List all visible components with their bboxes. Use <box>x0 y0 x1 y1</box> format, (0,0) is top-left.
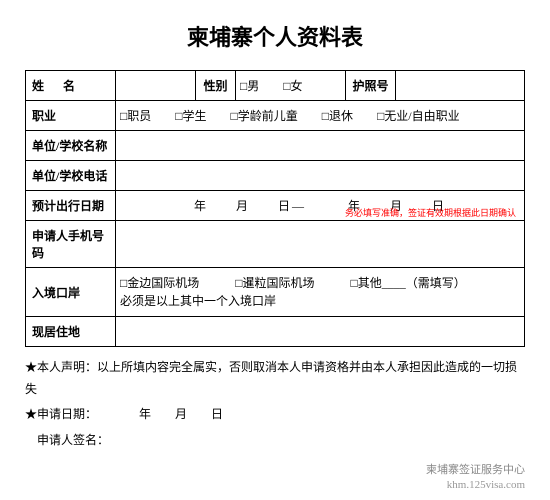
occ-none-checkbox[interactable]: □无业/自由职业 <box>377 109 460 123</box>
form-table: 姓 名 性别 □男 □女 护照号 职业 □职员 □学生 □学龄前儿童 □退休 □… <box>25 70 525 347</box>
name-field[interactable] <box>116 71 196 101</box>
phone-label: 申请人手机号码 <box>26 221 116 268</box>
occ-child-checkbox[interactable]: □学龄前儿童 <box>231 109 298 123</box>
declaration-statement: ★本人声明：以上所填内容完全属实，否则取消本人申请资格并由本人承担因此造成的一切… <box>25 357 525 400</box>
footer-watermark: 柬埔寨签证服务中心 khm.125visa.com <box>426 463 525 492</box>
unit-name-label: 单位/学校名称 <box>26 131 116 161</box>
unit-name-field[interactable] <box>116 131 525 161</box>
phone-field[interactable] <box>116 221 525 268</box>
occ-student-checkbox[interactable]: □学生 <box>175 109 206 123</box>
footer-line1: 柬埔寨签证服务中心 <box>426 463 525 477</box>
occupation-field[interactable]: □职员 □学生 □学龄前儿童 □退休 □无业/自由职业 <box>116 101 525 131</box>
address-field[interactable] <box>116 317 525 347</box>
occ-retired-checkbox[interactable]: □退休 <box>322 109 353 123</box>
port-note: 必须是以上其中一个入境口岸 <box>120 294 276 308</box>
travel-date-note: 务必填写准确，签证有效期根据此日期确认 <box>345 206 516 219</box>
name-label: 姓 名 <box>26 71 116 101</box>
port-label: 入境口岸 <box>26 268 116 317</box>
gender-male-checkbox[interactable]: □男 <box>240 79 259 93</box>
occupation-label: 职业 <box>26 101 116 131</box>
port-other-checkbox[interactable]: □其他____（需填写） <box>351 276 466 290</box>
port-field[interactable]: □金边国际机场 □暹粒国际机场 □其他____（需填写） 必须是以上其中一个入境… <box>116 268 525 317</box>
travel-date-field[interactable]: 年 月 日— 年 月 日 务必填写准确，签证有效期根据此日期确认 <box>116 191 525 221</box>
port-pp-checkbox[interactable]: □金边国际机场 <box>120 276 199 290</box>
gender-label: 性别 <box>196 71 236 101</box>
passport-label: 护照号 <box>346 71 396 101</box>
travel-date-label: 预计出行日期 <box>26 191 116 221</box>
declaration-section: ★本人声明：以上所填内容完全属实，否则取消本人申请资格并由本人承担因此造成的一切… <box>25 357 525 451</box>
applicant-signature[interactable]: 申请人签名： <box>25 430 525 452</box>
gender-field[interactable]: □男 □女 <box>236 71 346 101</box>
passport-field[interactable] <box>396 71 525 101</box>
unit-tel-field[interactable] <box>116 161 525 191</box>
gender-female-checkbox[interactable]: □女 <box>283 79 302 93</box>
footer-line2: khm.125visa.com <box>426 478 525 492</box>
occ-staff-checkbox[interactable]: □职员 <box>120 109 151 123</box>
unit-tel-label: 单位/学校电话 <box>26 161 116 191</box>
address-label: 现居住地 <box>26 317 116 347</box>
port-sr-checkbox[interactable]: □暹粒国际机场 <box>235 276 314 290</box>
apply-date[interactable]: ★申请日期： 年 月 日 <box>25 404 525 426</box>
form-title: 柬埔寨个人资料表 <box>25 20 525 52</box>
